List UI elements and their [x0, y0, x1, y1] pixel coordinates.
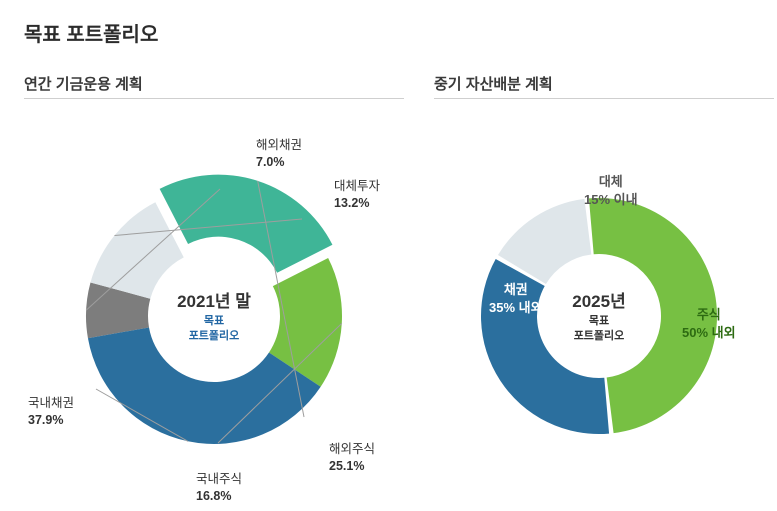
- right-hr: [434, 98, 774, 99]
- right-subtitle: 중기 자산배분 계획: [434, 73, 774, 94]
- ext-label-domestic_bond: 국내채권37.9%: [28, 395, 74, 429]
- left-chart-area: 2021년 말 목표 포트폴리오 해외채권7.0%대체투자13.2%해외주식25…: [24, 111, 404, 511]
- left-chart-block: 연간 기금운용 계획 2021년 말 목표 포트폴리오 해외채권7.0%대체투자…: [24, 73, 404, 511]
- donut-slice-bond: [481, 259, 609, 434]
- ext-label-value: 25.1%: [329, 458, 375, 475]
- ext-label-value: 37.9%: [28, 412, 74, 429]
- ext-label-value: 7.0%: [256, 154, 302, 171]
- ext-label-name: 해외채권: [256, 137, 302, 154]
- ext-label-name: 대체투자: [334, 178, 380, 195]
- ext-label-value: 16.8%: [196, 488, 242, 505]
- left-subtitle: 연간 기금운용 계획: [24, 73, 404, 94]
- ext-label-value: 13.2%: [334, 195, 380, 212]
- ext-label-overseas_stock: 해외주식25.1%: [329, 441, 375, 475]
- ext-label-domestic_stock: 국내주식16.8%: [196, 471, 242, 505]
- ext-label-name: 국내채권: [28, 395, 74, 412]
- right-chart-block: 중기 자산배분 계획 2025년 목표 포트폴리오 대체15% 이내주식50% …: [434, 73, 774, 511]
- left-hr: [24, 98, 404, 99]
- ext-label-overseas_bond: 해외채권7.0%: [256, 137, 302, 171]
- donut-slice-stock: [589, 198, 717, 433]
- right-chart-area: 2025년 목표 포트폴리오 대체15% 이내주식50% 내외채권35% 내외: [434, 111, 774, 511]
- charts-row: 연간 기금운용 계획 2021년 말 목표 포트폴리오 해외채권7.0%대체투자…: [24, 73, 753, 511]
- ext-label-name: 해외주식: [329, 441, 375, 458]
- ext-label-name: 국내주식: [196, 471, 242, 488]
- donut-slice-alt_invest: [90, 202, 183, 298]
- ext-label-alt_invest: 대체투자13.2%: [334, 178, 380, 212]
- main-title: 목표 포트폴리오: [24, 18, 753, 47]
- right-donut-svg: [434, 111, 774, 511]
